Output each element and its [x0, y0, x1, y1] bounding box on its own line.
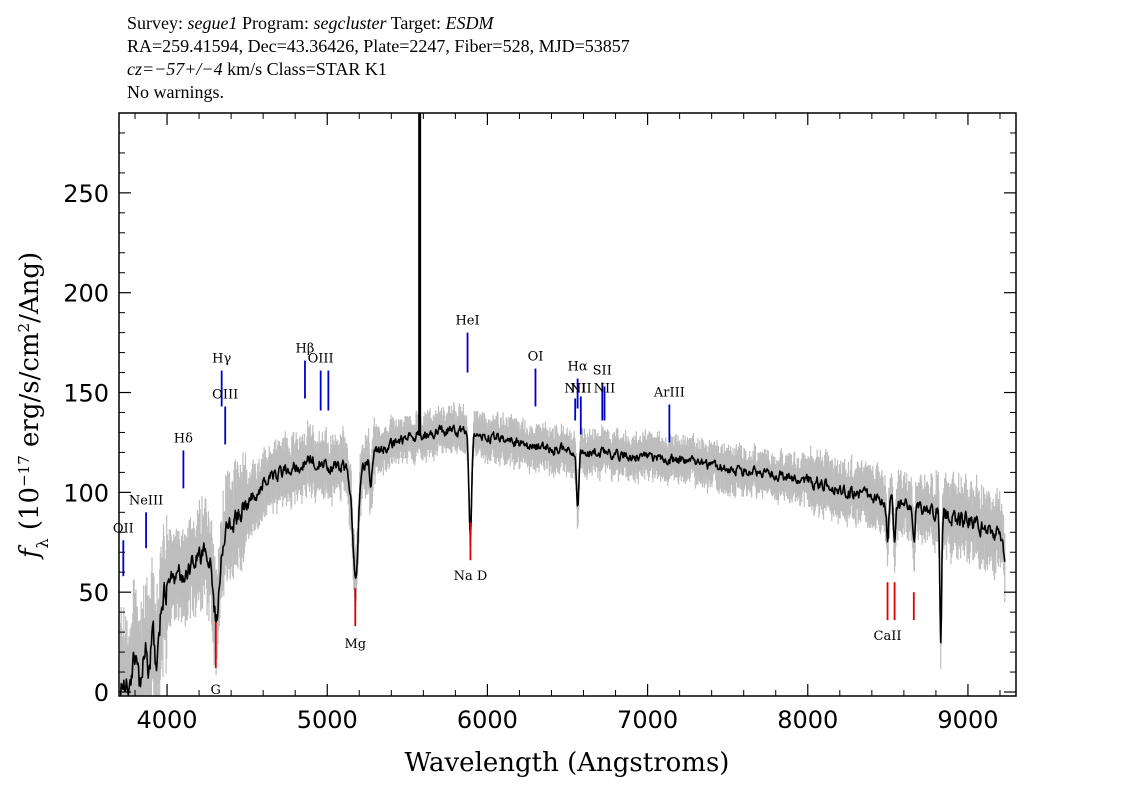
emission-line-label: NII	[564, 382, 586, 397]
absorption-line-label: Mg	[344, 637, 366, 652]
emission-line-label: OIII	[212, 388, 238, 403]
cz-value: −57+/−4	[154, 59, 223, 79]
noise-envelope	[120, 401, 1006, 696]
noise-envelope-path	[120, 401, 1006, 696]
y-tick-label: 250	[63, 180, 109, 208]
absorption-line-label: G	[211, 683, 221, 698]
plot-frame	[118, 112, 1017, 697]
x-tick-label: 8000	[777, 706, 838, 734]
spectrum-header: Survey: segue1 Program: segcluster Targe…	[127, 12, 630, 104]
header-line-survey: Survey: segue1 Program: segcluster Targe…	[127, 13, 494, 33]
axis-ticks: 4000 5000 6000 7000 8000 9000 0 50 100 150 200 250	[63, 113, 1016, 734]
spectral-line-markers: OIINeIIIHδHγOIIIHβOIIIHeIOINIIHαNIISIINI…	[113, 314, 915, 698]
y-tick-label: 200	[63, 280, 109, 308]
emission-line-label: NeIII	[129, 493, 163, 508]
flux-path	[119, 424, 1006, 696]
header-line-redshift: cz=−57+/−4 km/s Class=STAR K1	[127, 59, 387, 79]
emission-line-label: Hα	[568, 360, 588, 375]
x-tick-label: 4000	[137, 706, 198, 734]
y-tick-label: 50	[78, 579, 109, 607]
emission-line-label: Hδ	[174, 431, 193, 446]
emission-line-label: Hγ	[212, 352, 231, 367]
emission-line-label: OI	[528, 350, 544, 365]
emission-line-label: Hβ	[296, 342, 315, 357]
survey-name: segue1	[187, 13, 238, 33]
absorption-line-label: CaII	[874, 629, 902, 644]
header-line-coordinates: RA=259.41594, Dec=43.36426, Plate=2247, …	[127, 36, 630, 56]
y-tick-label: 150	[63, 380, 109, 408]
x-tick-label: 5000	[297, 706, 358, 734]
y-tick-label: 0	[94, 679, 109, 707]
emission-line-label: HeI	[455, 314, 479, 329]
emission-line-label: NII	[594, 382, 616, 397]
x-tick-label: 6000	[457, 706, 518, 734]
emission-line-label: OII	[113, 521, 134, 536]
header-line-warnings: No warnings.	[127, 82, 224, 102]
program-name: segcluster	[313, 13, 387, 33]
absorption-line-label: Na D	[454, 569, 488, 584]
target-name: ESDM	[445, 13, 494, 33]
emission-line-label: NII	[570, 382, 592, 397]
x-tick-label: 9000	[937, 706, 998, 734]
emission-line-label: OIII	[308, 352, 334, 367]
x-axis-title: Wavelength (Angstroms)	[405, 748, 730, 778]
y-tick-label: 100	[63, 479, 109, 507]
x-tick-label: 7000	[617, 706, 678, 734]
y-axis-title: fλ (10−17 erg/s/cm2/Ang)	[15, 252, 52, 560]
emission-line-label: ArIII	[653, 386, 685, 401]
flux-series	[119, 113, 1006, 696]
emission-line-label: SII	[593, 364, 612, 379]
